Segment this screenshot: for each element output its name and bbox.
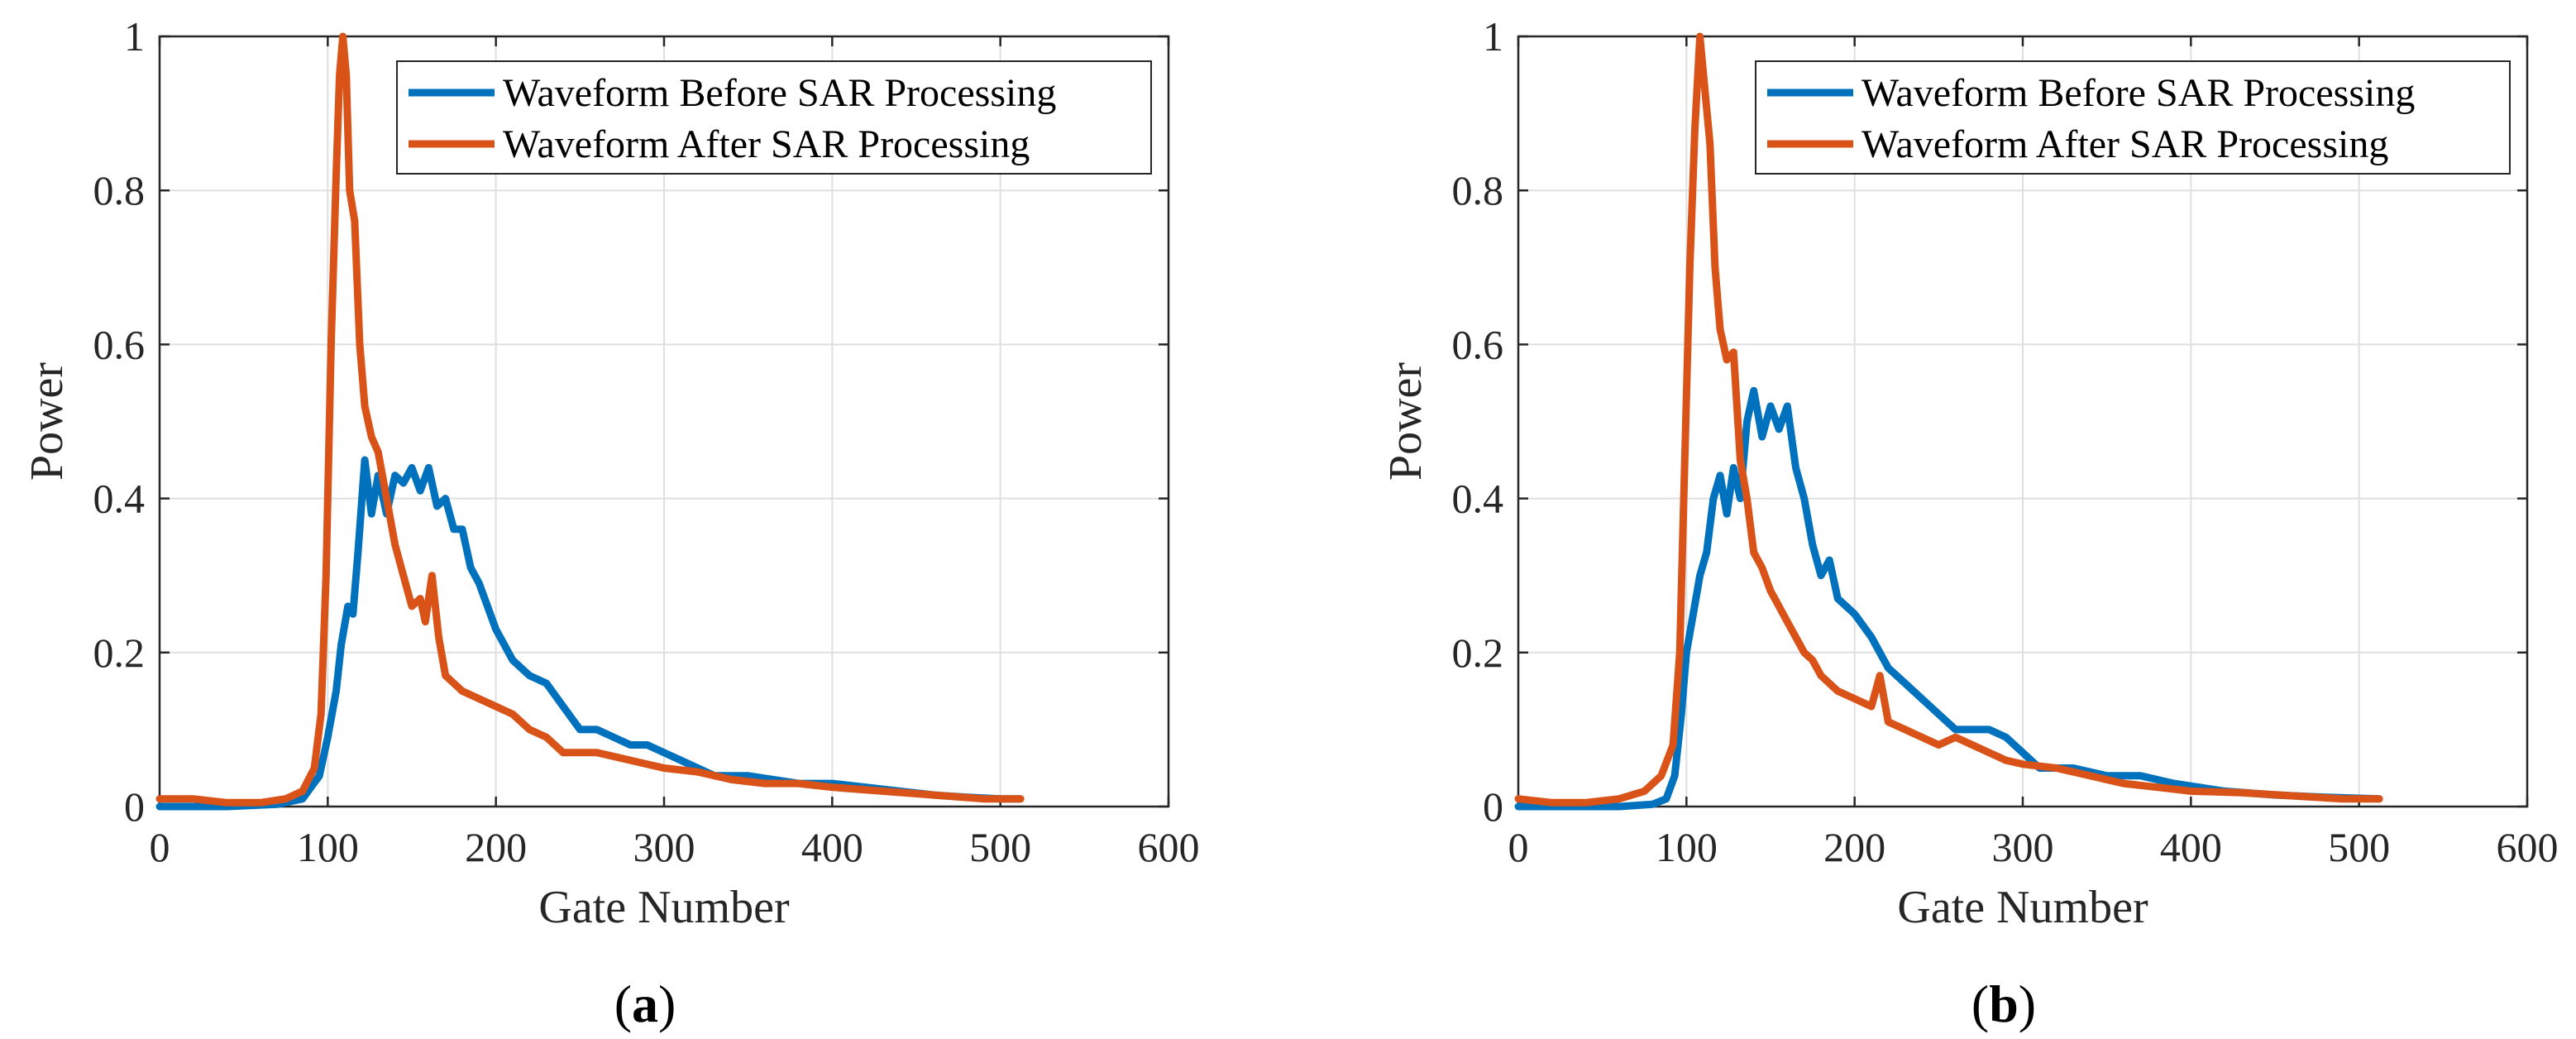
x-tick-label: 600 xyxy=(2497,824,2559,870)
x-tick-label: 0 xyxy=(1508,824,1529,870)
panel-label-letter: a xyxy=(632,974,658,1033)
x-axis-label: Gate Number xyxy=(538,882,790,933)
panel-label: (b) xyxy=(1971,974,2036,1033)
legend-entry: Waveform Before SAR Processing xyxy=(503,71,1056,115)
x-tick-label: 400 xyxy=(801,824,863,870)
legend-entry: Waveform After SAR Processing xyxy=(1862,122,2388,166)
panel-label-letter: b xyxy=(1989,974,2019,1033)
x-tick-label: 500 xyxy=(2328,824,2390,870)
y-tick-label: 0.4 xyxy=(93,476,146,522)
legend-box xyxy=(1755,60,2511,175)
x-tick-label: 200 xyxy=(1823,824,1885,870)
x-tick-label: 300 xyxy=(633,824,695,870)
x-tick-label: 300 xyxy=(1992,824,2054,870)
x-axis-label: Gate Number xyxy=(1897,882,2148,933)
y-tick-label: 0.6 xyxy=(1452,321,1504,367)
y-tick-label: 0.8 xyxy=(1452,167,1504,213)
y-tick-label: 0 xyxy=(124,783,145,830)
panel-label-close-paren: ) xyxy=(2019,974,2036,1033)
legend-entry: Waveform Before SAR Processing xyxy=(1862,71,2415,115)
y-tick-label: 0.2 xyxy=(1452,630,1504,676)
x-tick-label: 100 xyxy=(1656,824,1718,870)
y-tick-label: 0.8 xyxy=(93,167,146,213)
legend-entry: Waveform After SAR Processing xyxy=(503,122,1030,166)
x-tick-label: 400 xyxy=(2160,824,2222,870)
y-tick-label: 0.4 xyxy=(1452,476,1504,522)
x-tick-label: 100 xyxy=(297,824,359,870)
series-line-before-sar xyxy=(155,456,1025,811)
series-line-after-sar xyxy=(155,32,1025,807)
y-tick-label: 0.2 xyxy=(93,630,146,676)
panel-label-open-paren: ( xyxy=(1971,974,1989,1033)
series-line-after-sar xyxy=(1514,32,2383,807)
x-tick-label: 600 xyxy=(1138,824,1200,870)
x-tick-label: 500 xyxy=(969,824,1031,870)
y-tick-label: 1 xyxy=(124,13,145,60)
legend-box xyxy=(396,60,1152,175)
chart-panel-b: 0 100 200 300 400 500 600 0 0.2 0.4 0.6 0.8 1 Gate Nu… xyxy=(1380,13,2559,1033)
panel-label-open-paren: ( xyxy=(614,974,632,1033)
panel-label: (a) xyxy=(614,974,676,1033)
legend: Waveform Before SAR Processing Waveform A… xyxy=(396,60,1152,175)
y-tick-label: 0.6 xyxy=(93,321,146,367)
y-tick-label: 1 xyxy=(1483,13,1503,60)
x-tick-label: 200 xyxy=(465,824,527,870)
y-axis-label: Power xyxy=(1380,362,1431,481)
y-tick-label: 0 xyxy=(1483,783,1503,830)
panel-label-close-paren: ) xyxy=(658,974,676,1033)
x-tick-label: 0 xyxy=(150,824,170,870)
legend: Waveform Before SAR Processing Waveform A… xyxy=(1755,60,2511,175)
chart-panel-a: 0 100 200 300 400 500 600 0 0.2 0.4 0.6 0.8 1 Gate Nu… xyxy=(22,13,1200,1033)
y-axis-label: Power xyxy=(22,362,73,481)
